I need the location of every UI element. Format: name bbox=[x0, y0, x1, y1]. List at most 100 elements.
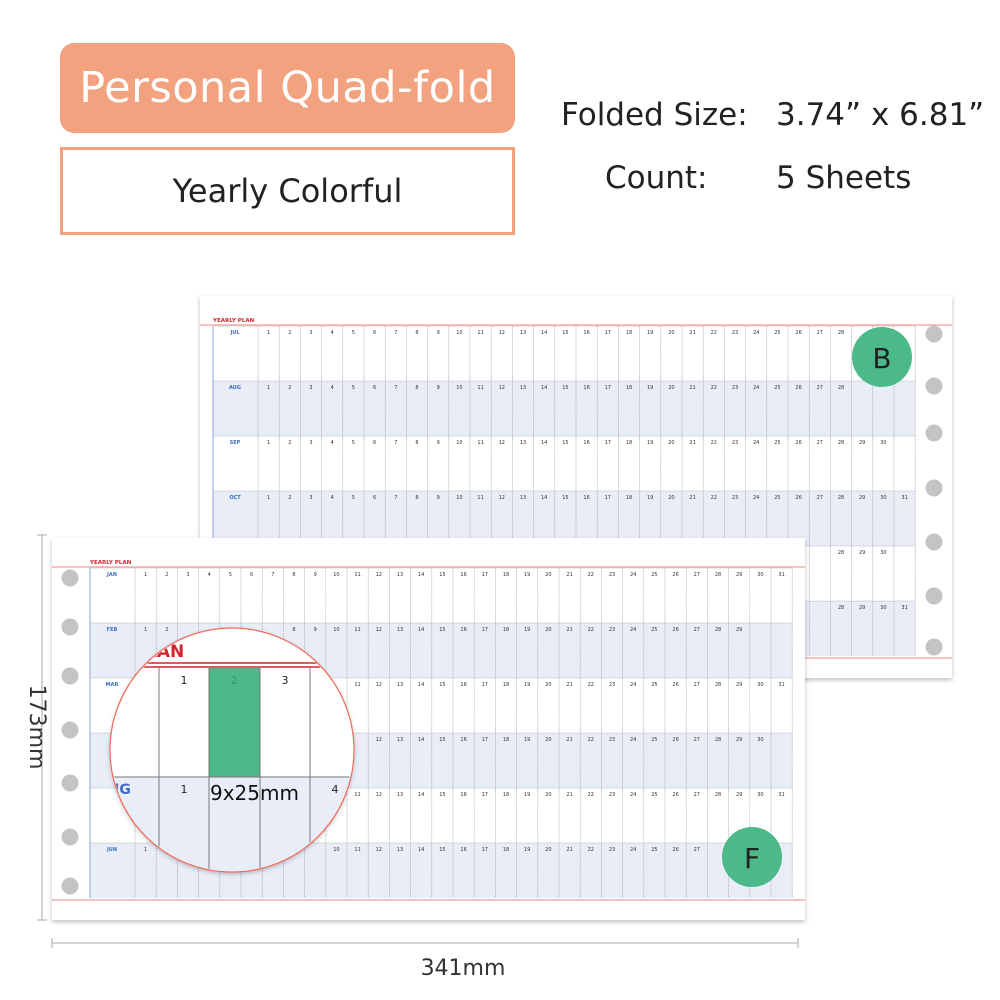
punch-hole bbox=[61, 667, 79, 685]
day-number: 27 bbox=[694, 792, 700, 798]
day-number: 11 bbox=[477, 495, 483, 501]
day-number: 21 bbox=[566, 627, 572, 633]
day-number: 24 bbox=[630, 682, 636, 688]
punch-hole bbox=[925, 533, 943, 551]
punch-hole bbox=[61, 618, 79, 636]
day-number: 17 bbox=[482, 737, 488, 743]
month-label: AUG bbox=[229, 385, 241, 391]
day-number: 5 bbox=[229, 572, 232, 578]
day-number: 29 bbox=[859, 550, 865, 556]
product-subtitle: Yearly Colorful bbox=[60, 147, 515, 235]
day-number: 14 bbox=[541, 495, 547, 501]
day-number: 10 bbox=[333, 627, 339, 633]
day-number: 13 bbox=[397, 792, 403, 798]
day-number: 18 bbox=[626, 330, 632, 336]
day-number: 2 bbox=[288, 385, 291, 391]
day-number: 31 bbox=[901, 495, 907, 501]
day-number: 19 bbox=[524, 847, 530, 853]
width-label: 341mm bbox=[421, 956, 506, 981]
day-number: 28 bbox=[715, 627, 721, 633]
day-number: 8 bbox=[415, 440, 418, 446]
day-number: 13 bbox=[520, 495, 526, 501]
day-number: 15 bbox=[439, 682, 445, 688]
day-number: 12 bbox=[376, 737, 382, 743]
width-dimension bbox=[51, 938, 799, 948]
day-number: 22 bbox=[588, 627, 594, 633]
day-number: 22 bbox=[588, 847, 594, 853]
day-number: 6 bbox=[250, 572, 253, 578]
day-number: 29 bbox=[859, 605, 865, 611]
day-number: 26 bbox=[672, 682, 678, 688]
day-number: 13 bbox=[397, 572, 403, 578]
day-number: 23 bbox=[732, 495, 738, 501]
day-number: 5 bbox=[352, 330, 355, 336]
day-number: 12 bbox=[499, 440, 505, 446]
day-number: 9 bbox=[314, 627, 317, 633]
day-number: 31 bbox=[778, 572, 784, 578]
day-number: 6 bbox=[373, 440, 376, 446]
day-number: 22 bbox=[711, 330, 717, 336]
day-number: 29 bbox=[736, 792, 742, 798]
day-number: 30 bbox=[757, 737, 763, 743]
day-number: 18 bbox=[503, 682, 509, 688]
day-number: 19 bbox=[524, 737, 530, 743]
day-number: 29 bbox=[859, 495, 865, 501]
day-number: 1 bbox=[144, 627, 147, 633]
day-number: 20 bbox=[545, 627, 551, 633]
day-number: 15 bbox=[439, 572, 445, 578]
day-number: 31 bbox=[778, 682, 784, 688]
month-label: JUL bbox=[229, 330, 240, 336]
badge-back: B bbox=[852, 327, 912, 387]
day-number: 16 bbox=[460, 737, 466, 743]
day-number: 20 bbox=[668, 385, 674, 391]
day-number: 7 bbox=[394, 330, 397, 336]
day-number: 26 bbox=[672, 737, 678, 743]
product-title: Personal Quad-fold bbox=[60, 43, 515, 133]
day-number: 15 bbox=[562, 330, 568, 336]
day-number: 12 bbox=[499, 330, 505, 336]
day-number: 1 bbox=[144, 847, 147, 853]
day-number: 6 bbox=[373, 330, 376, 336]
day-number: 29 bbox=[859, 440, 865, 446]
day-number: 15 bbox=[439, 847, 445, 853]
badge-back-label: B bbox=[872, 342, 891, 375]
day-number: 2 bbox=[288, 495, 291, 501]
day-number: 23 bbox=[609, 847, 615, 853]
day-number: 14 bbox=[418, 627, 424, 633]
day-number: 2 bbox=[165, 572, 168, 578]
day-number: 17 bbox=[605, 495, 611, 501]
badge-front-label: F bbox=[744, 842, 760, 875]
day-number: 28 bbox=[715, 737, 721, 743]
day-number: 1 bbox=[267, 495, 270, 501]
month-label: JAN bbox=[106, 572, 117, 578]
spec-label-size: Folded Size: bbox=[561, 97, 748, 133]
day-number: 7 bbox=[394, 385, 397, 391]
day-number: 20 bbox=[668, 440, 674, 446]
month-label: MAR bbox=[106, 682, 119, 688]
day-number: 4 bbox=[331, 330, 334, 336]
magnified-day: 3 bbox=[282, 674, 289, 687]
day-number: 9 bbox=[437, 385, 440, 391]
day-number: 3 bbox=[309, 330, 312, 336]
day-number: 22 bbox=[711, 495, 717, 501]
day-number: 24 bbox=[753, 495, 759, 501]
day-number: 2 bbox=[288, 330, 291, 336]
month-label: JUN bbox=[106, 847, 117, 853]
row-shade bbox=[213, 491, 916, 546]
day-number: 8 bbox=[415, 495, 418, 501]
day-number: 10 bbox=[333, 847, 339, 853]
punch-hole bbox=[61, 774, 79, 792]
day-number: 26 bbox=[795, 330, 801, 336]
day-number: 28 bbox=[838, 385, 844, 391]
day-number: 10 bbox=[456, 330, 462, 336]
day-number: 15 bbox=[562, 385, 568, 391]
day-number: 14 bbox=[418, 847, 424, 853]
day-number: 16 bbox=[583, 330, 589, 336]
day-number: 30 bbox=[757, 682, 763, 688]
day-number: 16 bbox=[583, 440, 589, 446]
day-number: 23 bbox=[609, 572, 615, 578]
day-number: 29 bbox=[736, 737, 742, 743]
day-number: 27 bbox=[694, 737, 700, 743]
spec-label-count: Count: bbox=[605, 160, 708, 196]
spec-value-count: 5 Sheets bbox=[776, 160, 912, 196]
